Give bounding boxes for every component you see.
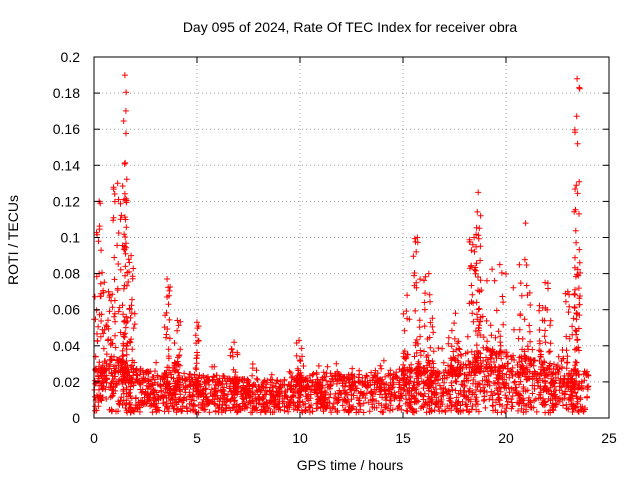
x-tick-label: 5 [193, 430, 201, 446]
axis-ticks [93, 56, 610, 419]
x-tick-label: 25 [601, 430, 617, 446]
x-tick-label: 20 [498, 430, 514, 446]
y-tick-label: 0.1 [61, 230, 81, 246]
y-tick-labels: 0 0.02 0.04 0.06 0.08 0.1 0.12 0.14 0.16 0.18 0.2 [53, 49, 80, 426]
y-tick-label: 0.16 [53, 121, 80, 137]
chart-title: Day 095 of 2024, Rate Of TEC Index for r… [183, 19, 518, 35]
y-tick-label: 0.14 [53, 157, 80, 173]
y-tick-label: 0.08 [53, 266, 80, 282]
y-tick-label: 0.12 [53, 193, 80, 209]
y-tick-label: 0.18 [53, 85, 80, 101]
y-tick-label: 0.04 [53, 338, 80, 354]
y-tick-label: 0 [72, 410, 80, 426]
x-tick-labels: 0 5 10 15 20 25 [90, 430, 617, 446]
x-tick-label: 15 [395, 430, 411, 446]
y-axis-label: ROTI / TECUs [5, 195, 21, 285]
x-tick-label: 0 [90, 430, 98, 446]
x-axis-label: GPS time / hours [297, 457, 404, 473]
y-tick-label: 0.06 [53, 302, 80, 318]
x-tick-label: 10 [292, 430, 308, 446]
y-tick-label: 0.2 [61, 49, 81, 65]
y-tick-label: 0.02 [53, 374, 80, 390]
